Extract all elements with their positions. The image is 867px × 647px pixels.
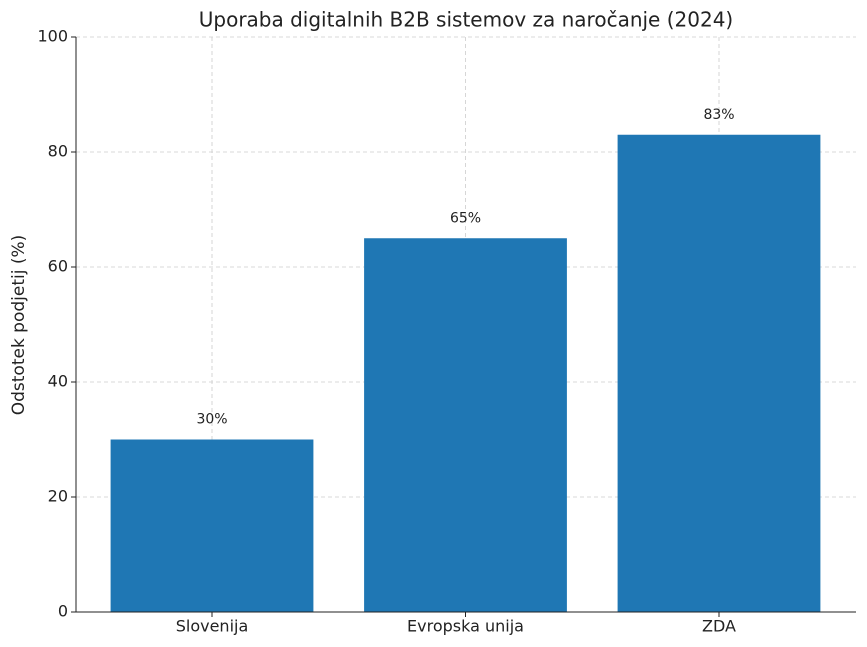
y-tick-label: 60 — [48, 257, 68, 276]
y-tick-label: 80 — [48, 142, 68, 161]
value-label: 30% — [196, 412, 227, 428]
bar — [110, 439, 314, 612]
y-axis-title: Odstotek podjetij (%) — [9, 235, 29, 416]
y-tick-label: 0 — [58, 602, 68, 621]
x-tick-label: Slovenija — [176, 617, 249, 636]
chart-title: Uporaba digitalnih B2B sistemov za naroč… — [199, 8, 733, 32]
value-label: 83% — [703, 107, 734, 123]
value-label: 65% — [450, 210, 481, 226]
bar — [364, 238, 567, 612]
x-tick-label: Evropska unija — [407, 617, 524, 636]
y-tick-label: 20 — [48, 487, 68, 506]
y-tick-label: 40 — [48, 372, 68, 391]
bar — [617, 134, 821, 612]
y-tick-label: 100 — [37, 27, 68, 46]
x-tick-label: ZDA — [702, 617, 736, 636]
